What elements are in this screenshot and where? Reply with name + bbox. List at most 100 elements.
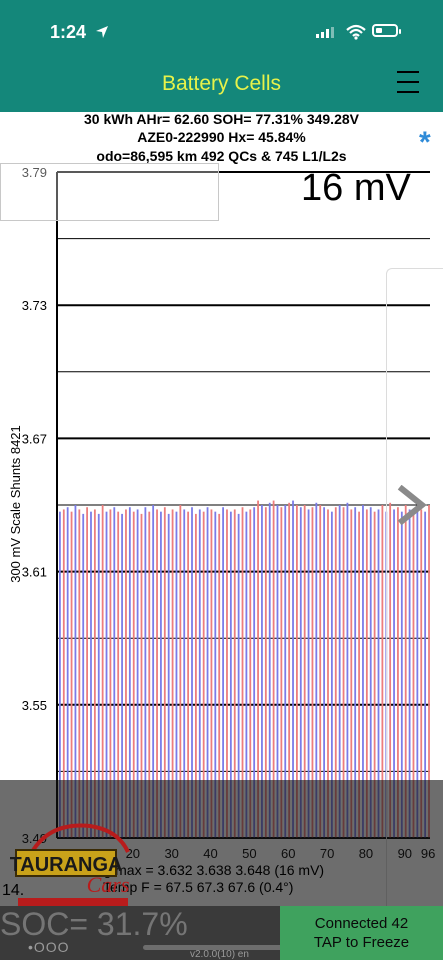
cell-bar (264, 507, 267, 838)
cell-bar (373, 511, 376, 838)
status-time: 1:24 (50, 22, 87, 42)
vehicle-id: AZE0-222990 Hx= 45.84% (137, 129, 306, 145)
cell-bar (214, 511, 217, 838)
cell-bar (78, 509, 81, 838)
y-tick-label: 3.55 (22, 698, 47, 713)
cell-bar (59, 511, 61, 838)
cell-bar (327, 509, 329, 838)
cell-bar (296, 505, 298, 838)
cell-bar (338, 505, 341, 838)
cell-bar (354, 507, 357, 838)
cell-bar (194, 513, 197, 838)
battery-icon (372, 24, 401, 37)
wifi-icon (346, 24, 366, 40)
cell-bar (117, 511, 120, 838)
delta-label: 16 mV (301, 167, 411, 209)
connect-freeze-button[interactable]: Connected 42 TAP to Freeze (280, 906, 443, 960)
cell-bar (222, 507, 224, 838)
location-arrow-icon (96, 26, 108, 38)
cell-bar (358, 511, 360, 838)
cell-bar (90, 511, 92, 838)
bottom-overlay (0, 780, 443, 906)
chevron-right-icon[interactable] (396, 485, 428, 525)
connect-status: Connected 42 (314, 915, 409, 932)
cell-bar (389, 502, 392, 838)
cell-bar (226, 509, 228, 838)
cell-bar (140, 513, 143, 838)
cell-bar (319, 505, 322, 838)
cell-bar (206, 507, 209, 838)
cell-bar (303, 505, 306, 838)
cell-bar (82, 513, 85, 838)
cell-bar (144, 507, 147, 838)
cell-bar (420, 509, 423, 838)
cell-bar (311, 507, 314, 838)
cell-bar (292, 500, 294, 838)
page-indicator[interactable]: •OOO (28, 939, 70, 955)
cell-bar (272, 500, 275, 838)
cell-bar (245, 511, 248, 838)
cell-bar (70, 511, 73, 838)
cell-bar (148, 511, 151, 838)
y-tick-label: 3.73 (22, 298, 47, 313)
cell-bar (187, 511, 190, 838)
status-bar: 1:24 (0, 0, 443, 62)
star-icon[interactable]: * (419, 126, 431, 159)
svg-text:TAURANGA: TAURANGA (10, 854, 122, 876)
cell-bar (86, 507, 88, 838)
cell-voltage-chart: 3.793.733.673.613.553.492030405060708090… (22, 165, 436, 860)
app-version: v2.0.0(10) en (190, 949, 249, 960)
cell-bar (268, 502, 271, 838)
min-avg-max: n/avg/max = 3.632 3.638 3.648 (16 mV) (77, 862, 325, 878)
cell-bar (288, 502, 291, 838)
cell-bar (365, 509, 368, 838)
home-indicator[interactable] (143, 945, 293, 950)
cell-bar (233, 509, 236, 838)
cell-bar (93, 509, 96, 838)
cell-bar (323, 507, 326, 838)
cell-bar (121, 513, 123, 838)
cell-bar (136, 509, 139, 838)
cell-bar (179, 505, 182, 838)
cell-bar (237, 513, 240, 838)
cell-bar (183, 509, 186, 838)
cell-bar (128, 507, 131, 838)
cell-bar (377, 509, 380, 838)
cell-bar (393, 509, 395, 838)
cell-bar (105, 511, 108, 838)
cell-bar (253, 507, 256, 838)
cell-bar (97, 513, 100, 838)
cell-bar (261, 505, 263, 838)
cell-bar (160, 511, 162, 838)
cell-bar (171, 509, 174, 838)
battery-summary: 30 kWh AHr= 62.60 SOH= 77.31% 349.28V (84, 111, 359, 127)
cell-bar (249, 509, 252, 838)
tauranga-cars-logo: TAURANGA Cars (10, 823, 130, 910)
y-tick-label: 3.79 (22, 165, 47, 180)
cell-bar (362, 505, 364, 838)
cell-bar (397, 507, 399, 838)
cell-bar (210, 509, 213, 838)
cell-bar (276, 505, 279, 838)
cell-bar (346, 502, 349, 838)
signal-icon (316, 27, 334, 38)
zoom-box[interactable] (0, 163, 219, 221)
cell-bar (109, 509, 112, 838)
cell-bar (257, 500, 259, 838)
app-header: Battery Cells (0, 62, 443, 112)
svg-text:Cars: Cars (87, 872, 130, 897)
cell-bar (167, 513, 170, 838)
cell-bar (428, 505, 430, 838)
cell-bar (350, 509, 353, 838)
cell-bar (307, 509, 310, 838)
cell-bar (156, 509, 158, 838)
cell-bar (101, 505, 104, 838)
menu-icon[interactable] (397, 69, 419, 95)
temperature-readout: Temp F = 67.5 67.3 67.6 (0.4°) (103, 879, 294, 895)
soc-label: SOC= 31.7% (0, 906, 188, 942)
cell-bar (74, 505, 77, 838)
cell-bar (412, 511, 415, 838)
y-tick-label: 3.67 (22, 431, 47, 446)
cell-bar (381, 505, 384, 838)
cell-bar (66, 507, 69, 838)
